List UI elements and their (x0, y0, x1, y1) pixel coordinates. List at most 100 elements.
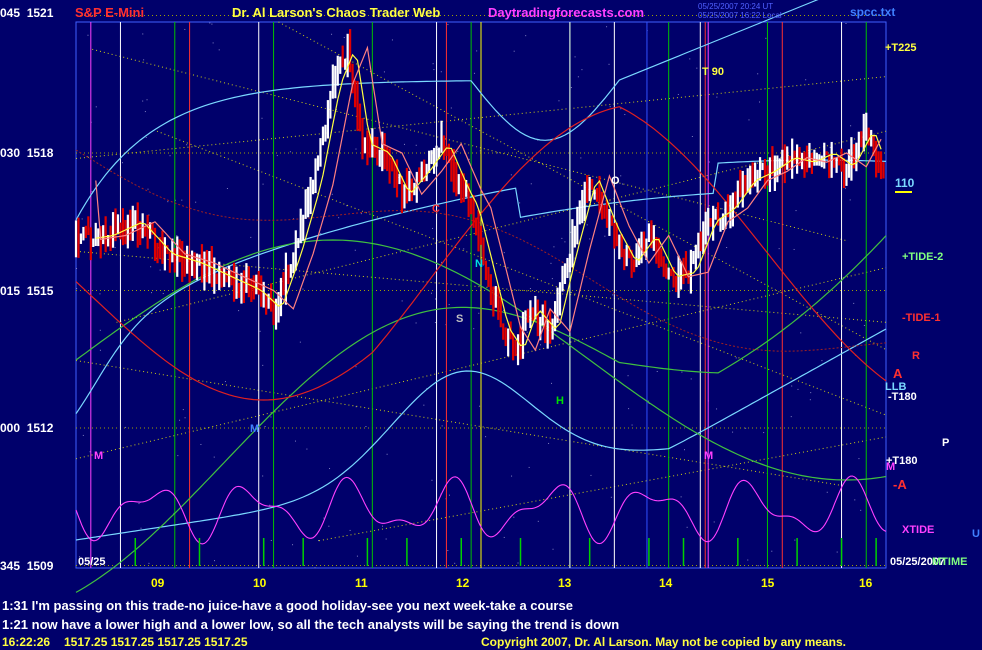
background-dot (226, 188, 228, 190)
background-dot (335, 108, 337, 110)
background-dot (147, 188, 149, 190)
x-label-16: 16 (859, 576, 873, 590)
background-dot (721, 208, 723, 210)
background-dot (182, 409, 184, 411)
x-label-14: 14 (659, 576, 673, 590)
background-dot (306, 448, 308, 450)
background-dot (211, 23, 213, 25)
copyright-notice: Copyright 2007, Dr. Al Larson. May not b… (481, 635, 846, 649)
label-110: 110 (895, 176, 915, 190)
background-dot (606, 26, 608, 28)
label-t90: T 90 (702, 66, 725, 78)
background-dot (553, 246, 555, 248)
background-dot (138, 503, 140, 505)
background-dot (511, 475, 513, 477)
background-dot (844, 187, 846, 189)
background-dot (238, 310, 240, 312)
background-dot (151, 292, 153, 294)
background-dot (431, 479, 433, 481)
background-dot (142, 33, 144, 35)
label-llb: LLB (885, 381, 907, 393)
background-dot (696, 67, 698, 69)
label-n: N (475, 258, 483, 270)
background-dot (121, 162, 123, 164)
tide-cyan-upper (75, 0, 819, 221)
background-dot (355, 406, 357, 408)
background-dot (323, 517, 325, 519)
background-dot (612, 294, 614, 296)
background-dot (564, 241, 566, 243)
background-dot (415, 322, 417, 324)
background-dot (99, 349, 101, 351)
background-dot (463, 248, 465, 250)
background-dot (548, 442, 550, 444)
label-m-left: M (94, 450, 104, 462)
background-dot (401, 300, 403, 302)
background-dot (771, 550, 773, 552)
background-dot (383, 71, 385, 73)
background-dot (250, 236, 252, 238)
background-dot (858, 458, 860, 460)
background-dot (800, 332, 802, 334)
label-r: R (912, 350, 920, 362)
background-dot (213, 456, 215, 458)
background-dot (140, 527, 142, 529)
background-dot (261, 117, 263, 119)
background-dot (184, 417, 186, 419)
background-dot (331, 33, 333, 35)
label-t180-minus: -T180 (888, 391, 917, 403)
background-dot (795, 210, 797, 212)
background-dot (162, 293, 164, 295)
background-dot (176, 235, 178, 237)
background-dot (763, 432, 765, 434)
background-dot (209, 22, 211, 24)
background-dot (433, 69, 435, 71)
background-dot (609, 106, 611, 108)
background-dot (778, 248, 780, 250)
label-xtide: XTIDE (902, 524, 935, 536)
background-dot (293, 218, 295, 220)
site-link[interactable]: Daytradingforecasts.com (488, 5, 645, 20)
background-dot (214, 560, 216, 562)
background-dot (264, 426, 266, 428)
background-dot (181, 199, 183, 201)
label-t225: +T225 (885, 42, 917, 54)
background-dot (259, 330, 261, 332)
background-dot (793, 248, 795, 250)
label-m-right: M (886, 461, 896, 473)
background-dot (382, 525, 383, 527)
background-dot (435, 298, 436, 300)
background-dot (89, 451, 91, 453)
background-dot (355, 148, 357, 150)
background-dot (434, 322, 436, 324)
background-dot (590, 474, 592, 476)
start-date-label: 05/25 (78, 556, 106, 568)
utc-timestamp: 05/25/2007 20:24 UT (698, 2, 774, 11)
label-tide-1: -TIDE-1 (902, 312, 941, 324)
background-dot (503, 536, 505, 538)
background-dot (581, 69, 583, 71)
background-dot (81, 218, 83, 220)
background-dot (580, 157, 582, 159)
background-dot (537, 139, 539, 141)
background-dot (586, 224, 588, 226)
background-dot (805, 79, 807, 81)
background-dot (302, 288, 304, 290)
background-dot (99, 293, 101, 295)
background-dot (79, 556, 81, 558)
fan-line (75, 360, 846, 487)
background-dot (863, 324, 865, 326)
background-dot (360, 213, 362, 215)
background-dot (184, 28, 186, 30)
background-dot (289, 151, 291, 153)
background-dot (552, 548, 554, 550)
background-dot (757, 73, 759, 75)
moving-average-slow (95, 45, 882, 352)
background-dot (177, 455, 179, 457)
background-dot (186, 144, 188, 146)
background-dot (677, 93, 679, 95)
background-dot (349, 529, 351, 531)
background-dot (735, 357, 737, 359)
tide-red-1 (75, 106, 887, 401)
label-u: U (972, 528, 980, 540)
